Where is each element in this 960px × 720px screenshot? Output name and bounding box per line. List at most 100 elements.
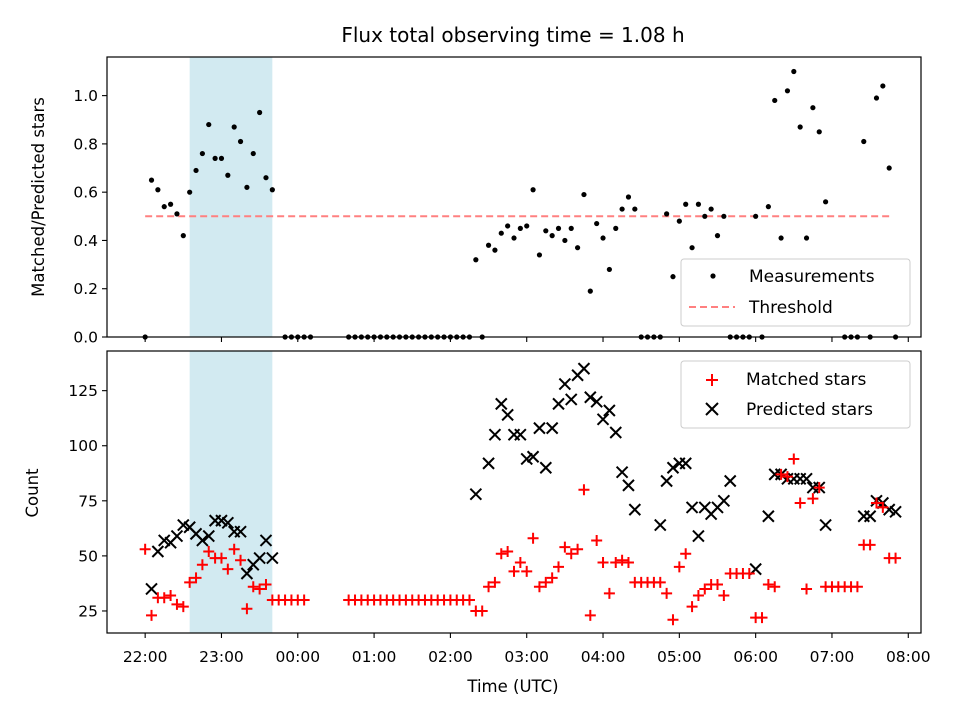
- matched-star-point: [235, 554, 247, 566]
- top-panel: 0.0 0.2 0.4 0.6 0.8 1.0 Matched/Predicted sta…: [29, 56, 922, 347]
- matched-star-point: [667, 614, 679, 626]
- matched-star-point: [807, 493, 819, 505]
- predicted-star-point: [609, 426, 622, 439]
- top-legend: Measurements Threshold: [680, 258, 911, 327]
- x-tick-label: 22:00: [123, 648, 168, 666]
- matched-star-point: [228, 543, 240, 555]
- bottom-y-tick-label: 25: [78, 602, 98, 620]
- x-tick-label: 06:00: [733, 648, 778, 666]
- matched-star-point: [718, 590, 730, 602]
- bottom-panel: 25 50 75 100 125 22:00 23:00 00:00 01:00 02:00 03:…: [23, 350, 931, 696]
- top-axis-ticks: 0.0 0.2 0.4 0.6 0.8 1.0: [73, 87, 909, 347]
- matched-star-point: [781, 471, 793, 483]
- matched-star-point: [165, 590, 177, 602]
- measurement-point: [784, 88, 791, 94]
- measurement-point: [587, 288, 593, 294]
- matched-star-point: [203, 545, 215, 557]
- matched-star-point: [801, 583, 813, 595]
- matched-star-point: [565, 548, 577, 560]
- predicted-star-point: [533, 421, 546, 435]
- measurement-point: [485, 242, 492, 248]
- matched-star-point: [591, 534, 603, 546]
- predicted-star-point: [526, 450, 540, 463]
- measurement-point: [505, 223, 511, 229]
- matched-star-point: [603, 587, 615, 599]
- matched-star-point: [540, 576, 552, 588]
- matched-star-point: [864, 539, 876, 551]
- legend-predicted-marker: [705, 402, 719, 416]
- bottom-y-tick-label: 100: [68, 437, 98, 455]
- matched-star-point: [476, 605, 488, 617]
- matched-star-point: [146, 609, 158, 621]
- top-y-tick-label: 0.4: [73, 232, 98, 250]
- predicted-star-point: [488, 428, 502, 441]
- predicted-star-point: [679, 457, 692, 470]
- bottom-matched-points: [139, 453, 902, 626]
- x-tick-label: 03:00: [504, 648, 549, 666]
- measurement-point: [237, 138, 244, 145]
- measurement-point: [167, 201, 174, 207]
- x-tick-label: 02:00: [428, 648, 473, 666]
- matched-star-point: [553, 561, 565, 573]
- measurement-point: [562, 237, 568, 244]
- matched-star-point: [584, 609, 596, 621]
- measurement-point: [702, 213, 708, 219]
- matched-star-point: [184, 576, 196, 588]
- matched-star-point: [572, 543, 584, 555]
- measurement-point: [263, 175, 269, 181]
- matched-star-point: [254, 583, 266, 595]
- predicted-star-point: [724, 474, 737, 488]
- measurement-point: [536, 252, 543, 258]
- predicted-star-point: [495, 397, 508, 411]
- predicted-star-point: [565, 393, 578, 406]
- matched-star-point: [769, 581, 781, 593]
- top-y-tick-label: 0.0: [73, 329, 98, 347]
- predicted-star-point: [596, 413, 610, 426]
- measurement-point: [753, 213, 759, 219]
- measurement-point: [772, 97, 778, 104]
- top-y-axis-label: Matched/Predicted stars: [29, 97, 48, 297]
- x-tick-label: 23:00: [199, 648, 244, 666]
- measurement-point: [174, 211, 180, 217]
- measurement-point: [683, 201, 689, 207]
- measurement-point: [810, 105, 816, 111]
- predicted-star-point: [590, 395, 603, 408]
- predicted-star-point: [622, 479, 635, 492]
- matched-star-point: [890, 552, 902, 564]
- legend-predicted-label: Predicted stars: [746, 400, 873, 420]
- predicted-star-point: [552, 397, 565, 411]
- top-y-tick-label: 0.8: [73, 135, 98, 153]
- predicted-star-point: [584, 391, 597, 404]
- chart-title: Flux total observing time = 1.08 h: [341, 23, 684, 47]
- measurement-point: [861, 138, 867, 145]
- predicted-star-point: [253, 551, 266, 565]
- matched-star-point: [622, 557, 634, 568]
- matched-star-point: [190, 572, 202, 584]
- bottom-y-axis-label: Count: [23, 468, 42, 518]
- matched-star-point: [463, 594, 475, 606]
- bottom-legend: Matched stars Predicted stars: [680, 360, 911, 429]
- matched-star-point: [813, 482, 825, 494]
- predicted-star-point: [202, 529, 215, 543]
- predicted-star-point: [501, 408, 514, 422]
- matched-star-point: [171, 598, 183, 610]
- x-tick-label: 05:00: [657, 648, 702, 666]
- measurement-point: [797, 124, 803, 130]
- matched-star-point: [870, 497, 882, 509]
- measurement-point: [594, 220, 600, 227]
- top-legend-box: [680, 258, 911, 327]
- top-axes-frame: [106, 56, 922, 338]
- measurement-point: [581, 191, 587, 198]
- matched-star-point: [533, 581, 545, 593]
- matched-star-point: [851, 581, 863, 593]
- predicted-star-point: [685, 501, 699, 514]
- measurement-point: [180, 233, 186, 239]
- matched-star-point: [578, 484, 590, 496]
- measurement-point: [765, 204, 771, 210]
- matched-star-point: [877, 501, 889, 513]
- predicted-star-point: [717, 494, 731, 508]
- top-y-tick-label: 0.2: [73, 280, 98, 298]
- measurement-point: [600, 235, 606, 241]
- bottom-axes-frame: [106, 350, 922, 634]
